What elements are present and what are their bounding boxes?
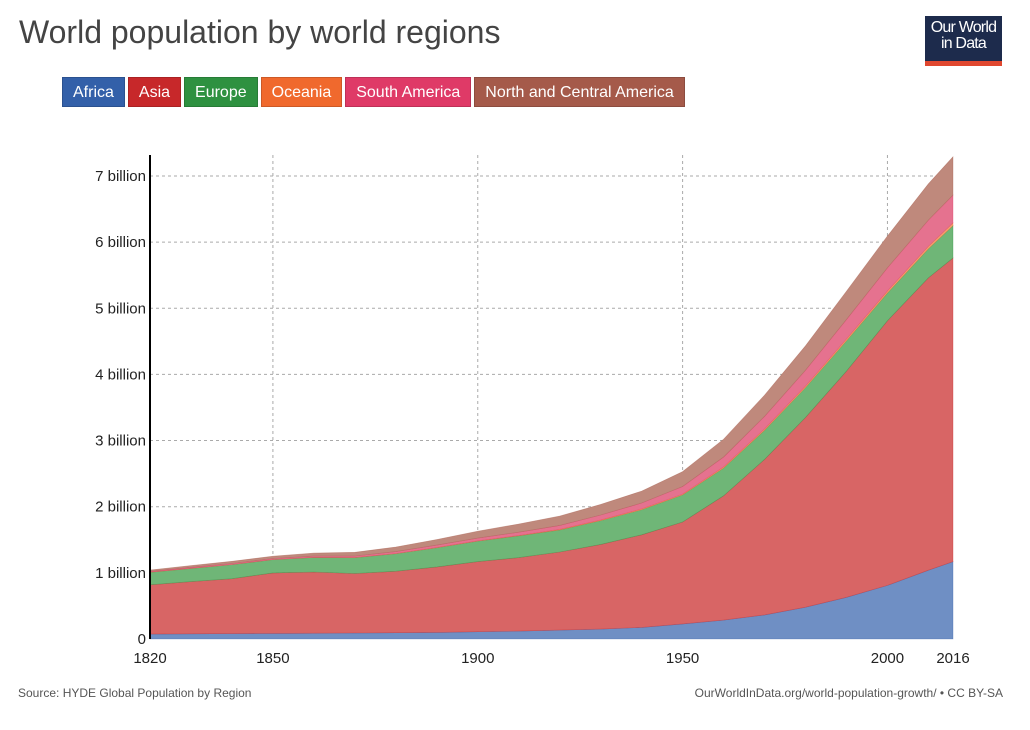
x-tick-label: 1850 bbox=[256, 650, 289, 667]
y-tick-label: 1 billion bbox=[95, 565, 146, 582]
x-tick-label: 1900 bbox=[461, 650, 494, 667]
legend-item-europe[interactable]: Europe bbox=[184, 77, 258, 107]
x-tick-label: 2016 bbox=[936, 650, 969, 667]
legend-item-asia[interactable]: Asia bbox=[127, 77, 182, 107]
x-tick-label: 2000 bbox=[871, 650, 904, 667]
y-tick-label: 6 billion bbox=[95, 234, 146, 251]
source-note: Source: HYDE Global Population by Region bbox=[18, 686, 252, 700]
axes: 0 1 billion 2 billion 3 billion 4 billion 5 b… bbox=[95, 155, 970, 667]
logo-line-2: in Data bbox=[940, 35, 987, 52]
y-tick-label: 0 bbox=[138, 631, 146, 648]
area-north-and-central-america[interactable] bbox=[149, 156, 954, 572]
y-tick-label: 4 billion bbox=[95, 366, 146, 383]
legend-item-north-central-america[interactable]: North and Central America bbox=[474, 77, 685, 107]
y-tick-label: 3 billion bbox=[95, 433, 146, 450]
areas bbox=[149, 156, 954, 640]
chart-title: World population by world regions bbox=[19, 14, 501, 50]
y-tick-label: 5 billion bbox=[95, 300, 146, 317]
credit-link[interactable]: OurWorldInData.org/world-population-grow… bbox=[694, 686, 1003, 700]
x-tick-label: 1950 bbox=[666, 650, 699, 667]
logo-line-1: Our World bbox=[930, 19, 997, 36]
owid-logo[interactable]: Our World in Data bbox=[925, 16, 1002, 66]
y-tick-label: 7 billion bbox=[95, 168, 146, 185]
legend: Africa Asia Europe Oceania South America… bbox=[62, 77, 685, 107]
legend-item-oceania[interactable]: Oceania bbox=[260, 77, 343, 107]
legend-item-africa[interactable]: Africa bbox=[62, 77, 125, 107]
y-tick-label: 2 billion bbox=[95, 499, 146, 516]
x-tick-label: 1820 bbox=[133, 650, 166, 667]
logo-bar bbox=[925, 61, 1002, 66]
legend-item-south-america[interactable]: South America bbox=[345, 77, 472, 107]
